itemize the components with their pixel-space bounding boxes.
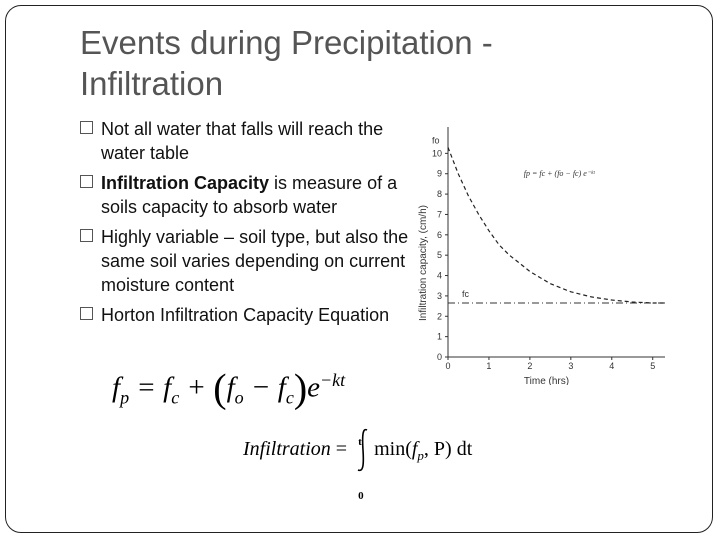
fc-label: fc	[462, 289, 470, 299]
bullet-text: Horton Infiltration Capacity Equation	[101, 305, 390, 325]
bullet-item: Horton Infiltration Capacity Equation	[80, 303, 410, 327]
bullet-box-icon	[80, 121, 93, 134]
x-axis-label: Time (hrs)	[524, 376, 569, 385]
bullet-list: Not all water that falls will reach the …	[80, 117, 410, 333]
y-tick-label: 4	[437, 271, 442, 281]
y-tick-label: 6	[437, 230, 442, 240]
y-tick-label: 3	[437, 291, 442, 301]
y-axis-label: Infiltration capacity, (cm/h)	[418, 205, 429, 321]
y-tick-label: 9	[437, 169, 442, 179]
y-tick-label: 5	[437, 250, 442, 260]
bullet-box-icon	[80, 229, 93, 242]
y-tick-label: 8	[437, 189, 442, 199]
infiltration-chart: 0 1 2 3 4 5 6 7 8 9 10 0 1 2 3 4 5 Time (hrs) Infiltration…	[418, 127, 665, 385]
x-tick-label: 2	[527, 361, 532, 371]
x-tick-label: 4	[609, 361, 614, 371]
bullet-text: Not all water that falls will reach the …	[101, 119, 384, 163]
bullet-box-icon	[80, 307, 93, 320]
y-tick-label: 0	[437, 352, 442, 362]
horton-equation: fp = fc + (fo − fc)e−kt	[112, 365, 346, 411]
y-tick-label: 10	[432, 148, 442, 158]
infiltration-curve	[447, 147, 665, 304]
slide-title: Events during Precipitation - Infiltrati…	[80, 24, 493, 102]
bullet-box-icon	[80, 175, 93, 188]
bullet-text: Highly variable – soil type, but also th…	[101, 227, 409, 295]
y-tick-label: 2	[437, 311, 442, 321]
x-tick-label: 3	[568, 361, 573, 371]
slide-frame	[5, 5, 713, 533]
x-tick-label: 5	[650, 361, 655, 371]
x-tick-label: 0	[445, 361, 450, 371]
y-tick-label: 7	[437, 209, 442, 219]
y-tick-label: 1	[437, 332, 442, 342]
curve-equation-label: fp = fc + (fo − fc) e⁻ᵏᵗ	[524, 169, 596, 178]
x-tick-label: 1	[486, 361, 491, 371]
fo-label: fo	[432, 135, 440, 145]
bullet-item: Infiltration Capacity is measure of a so…	[80, 171, 410, 219]
infiltration-integral-equation: Infiltration = t 0 min(fp, P) dt	[243, 425, 472, 502]
bullet-item: Not all water that falls will reach the …	[80, 117, 410, 165]
bullet-bold-term: Infiltration Capacity	[101, 173, 270, 193]
bullet-item: Highly variable – soil type, but also th…	[80, 225, 410, 297]
bullet-text: is measure of a soils capacity to absorb…	[101, 173, 398, 217]
